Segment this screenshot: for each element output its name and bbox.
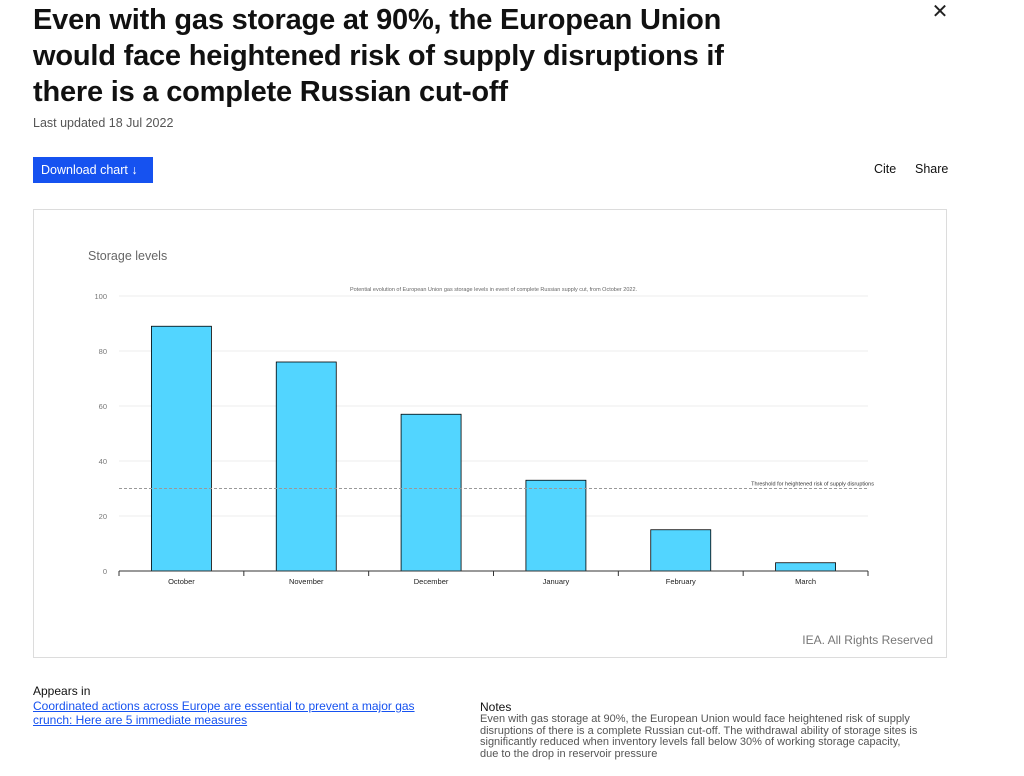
x-tick-label: March (795, 577, 816, 586)
y-tick-label: 20 (99, 512, 107, 521)
x-tick-label: October (168, 577, 195, 586)
y-tick-label: 80 (99, 347, 107, 356)
bar-chart: Storage levels Potential evolution of Eur… (88, 249, 933, 647)
y-axis-label: Storage levels (88, 249, 167, 263)
chart-subtitle: Potential evolution of European Union ga… (350, 287, 638, 293)
chart-container: Storage levels Potential evolution of Eur… (33, 209, 947, 658)
bar-october (151, 325, 212, 572)
x-tick-label: November (289, 577, 324, 586)
cite-link[interactable]: Cite (874, 162, 897, 176)
bar-march (775, 562, 836, 572)
threshold-label: Threshold for heightened risk of supply … (751, 482, 874, 488)
x-tick-label: January (543, 577, 570, 586)
download-chart-button[interactable]: Download chart ↓ (33, 157, 153, 183)
chart-credit: IEA. All Rights Reserved (802, 633, 933, 647)
last-updated: Last updated 18 Jul 2022 (33, 116, 174, 130)
y-tick-label: 0 (103, 567, 107, 576)
y-tick-label: 40 (99, 457, 107, 466)
close-icon[interactable]: ✕ (931, 1, 949, 23)
notes-label: Notes (480, 700, 512, 714)
y-tick-label: 60 (99, 402, 107, 411)
x-tick-label: February (666, 577, 696, 586)
page-title: Even with gas storage at 90%, the Europe… (33, 4, 724, 108)
appears-in-label: Appears in (33, 684, 91, 698)
x-tick-label: December (414, 577, 449, 586)
bar-february (650, 529, 712, 572)
notes-text: Even with gas storage at 90%, the Europe… (480, 713, 918, 760)
y-tick-label: 100 (94, 292, 107, 301)
bar-december (400, 413, 462, 572)
appears-in-link[interactable]: Coordinated actions across Europe are es… (33, 699, 415, 727)
bar-january (525, 479, 587, 572)
bar-november (275, 361, 337, 572)
share-link[interactable]: Share (915, 162, 949, 176)
